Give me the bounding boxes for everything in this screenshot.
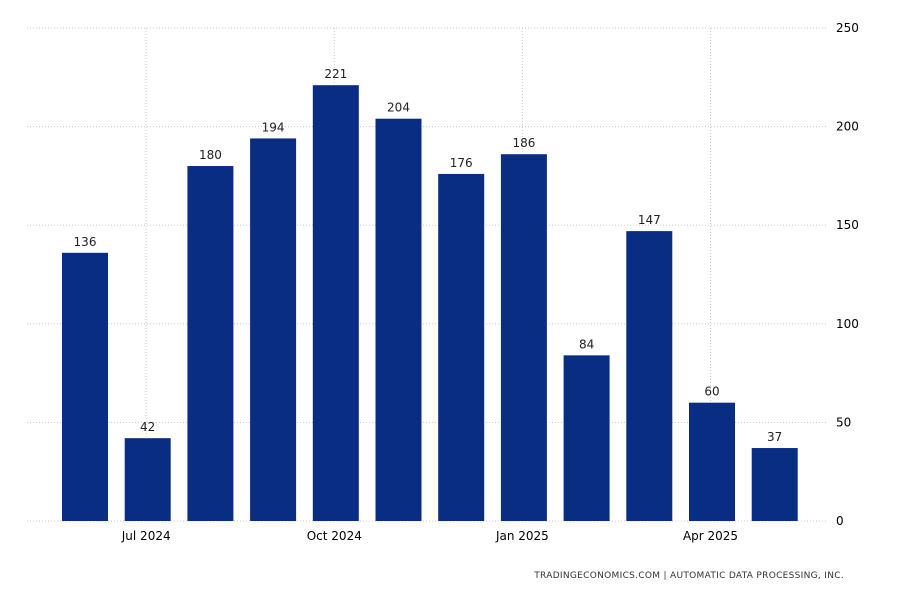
data-labels-layer: 136 42 180 194 221 204 176 186 84 147 60 37 [74,67,783,444]
data-label: 180 [199,148,222,162]
bar [375,118,422,521]
bar [62,252,108,522]
bars-layer [62,85,798,522]
y-tick-label: 100 [836,317,859,331]
data-label: 194 [262,120,285,134]
data-label: 204 [387,101,410,115]
data-label: 147 [638,213,661,227]
data-label: 176 [450,156,473,170]
bar [187,166,234,522]
data-label: 84 [579,337,594,351]
data-label: 42 [140,420,155,434]
bar [250,138,297,521]
bar [124,438,171,521]
data-label: 136 [74,235,97,249]
y-tick-label: 250 [836,21,859,35]
bar [563,355,610,521]
y-tick-label: 150 [836,218,859,232]
bar [626,231,673,521]
x-tick-label: Jul 2024 [121,529,171,543]
x-axis: Jul 2024 Oct 2024 Jan 2025 Apr 2025 [121,529,738,543]
data-label: 60 [704,385,719,399]
data-label: 186 [512,136,535,150]
bar [751,448,798,521]
bar [500,154,547,521]
y-axis: 0 50 100 150 200 250 [836,21,859,528]
x-tick-label: Apr 2025 [683,529,738,543]
x-tick-label: Jan 2025 [495,529,549,543]
data-label: 221 [324,67,347,81]
bar [689,402,735,521]
bar [312,85,359,522]
x-tick-label: Oct 2024 [307,529,362,543]
y-tick-label: 50 [836,415,851,429]
source-credit: TRADINGECONOMICS.COM | AUTOMATIC DATA PR… [534,571,844,581]
y-tick-label: 200 [836,120,859,134]
bar [438,173,485,522]
y-tick-label: 0 [836,514,844,528]
data-label: 37 [767,430,782,444]
